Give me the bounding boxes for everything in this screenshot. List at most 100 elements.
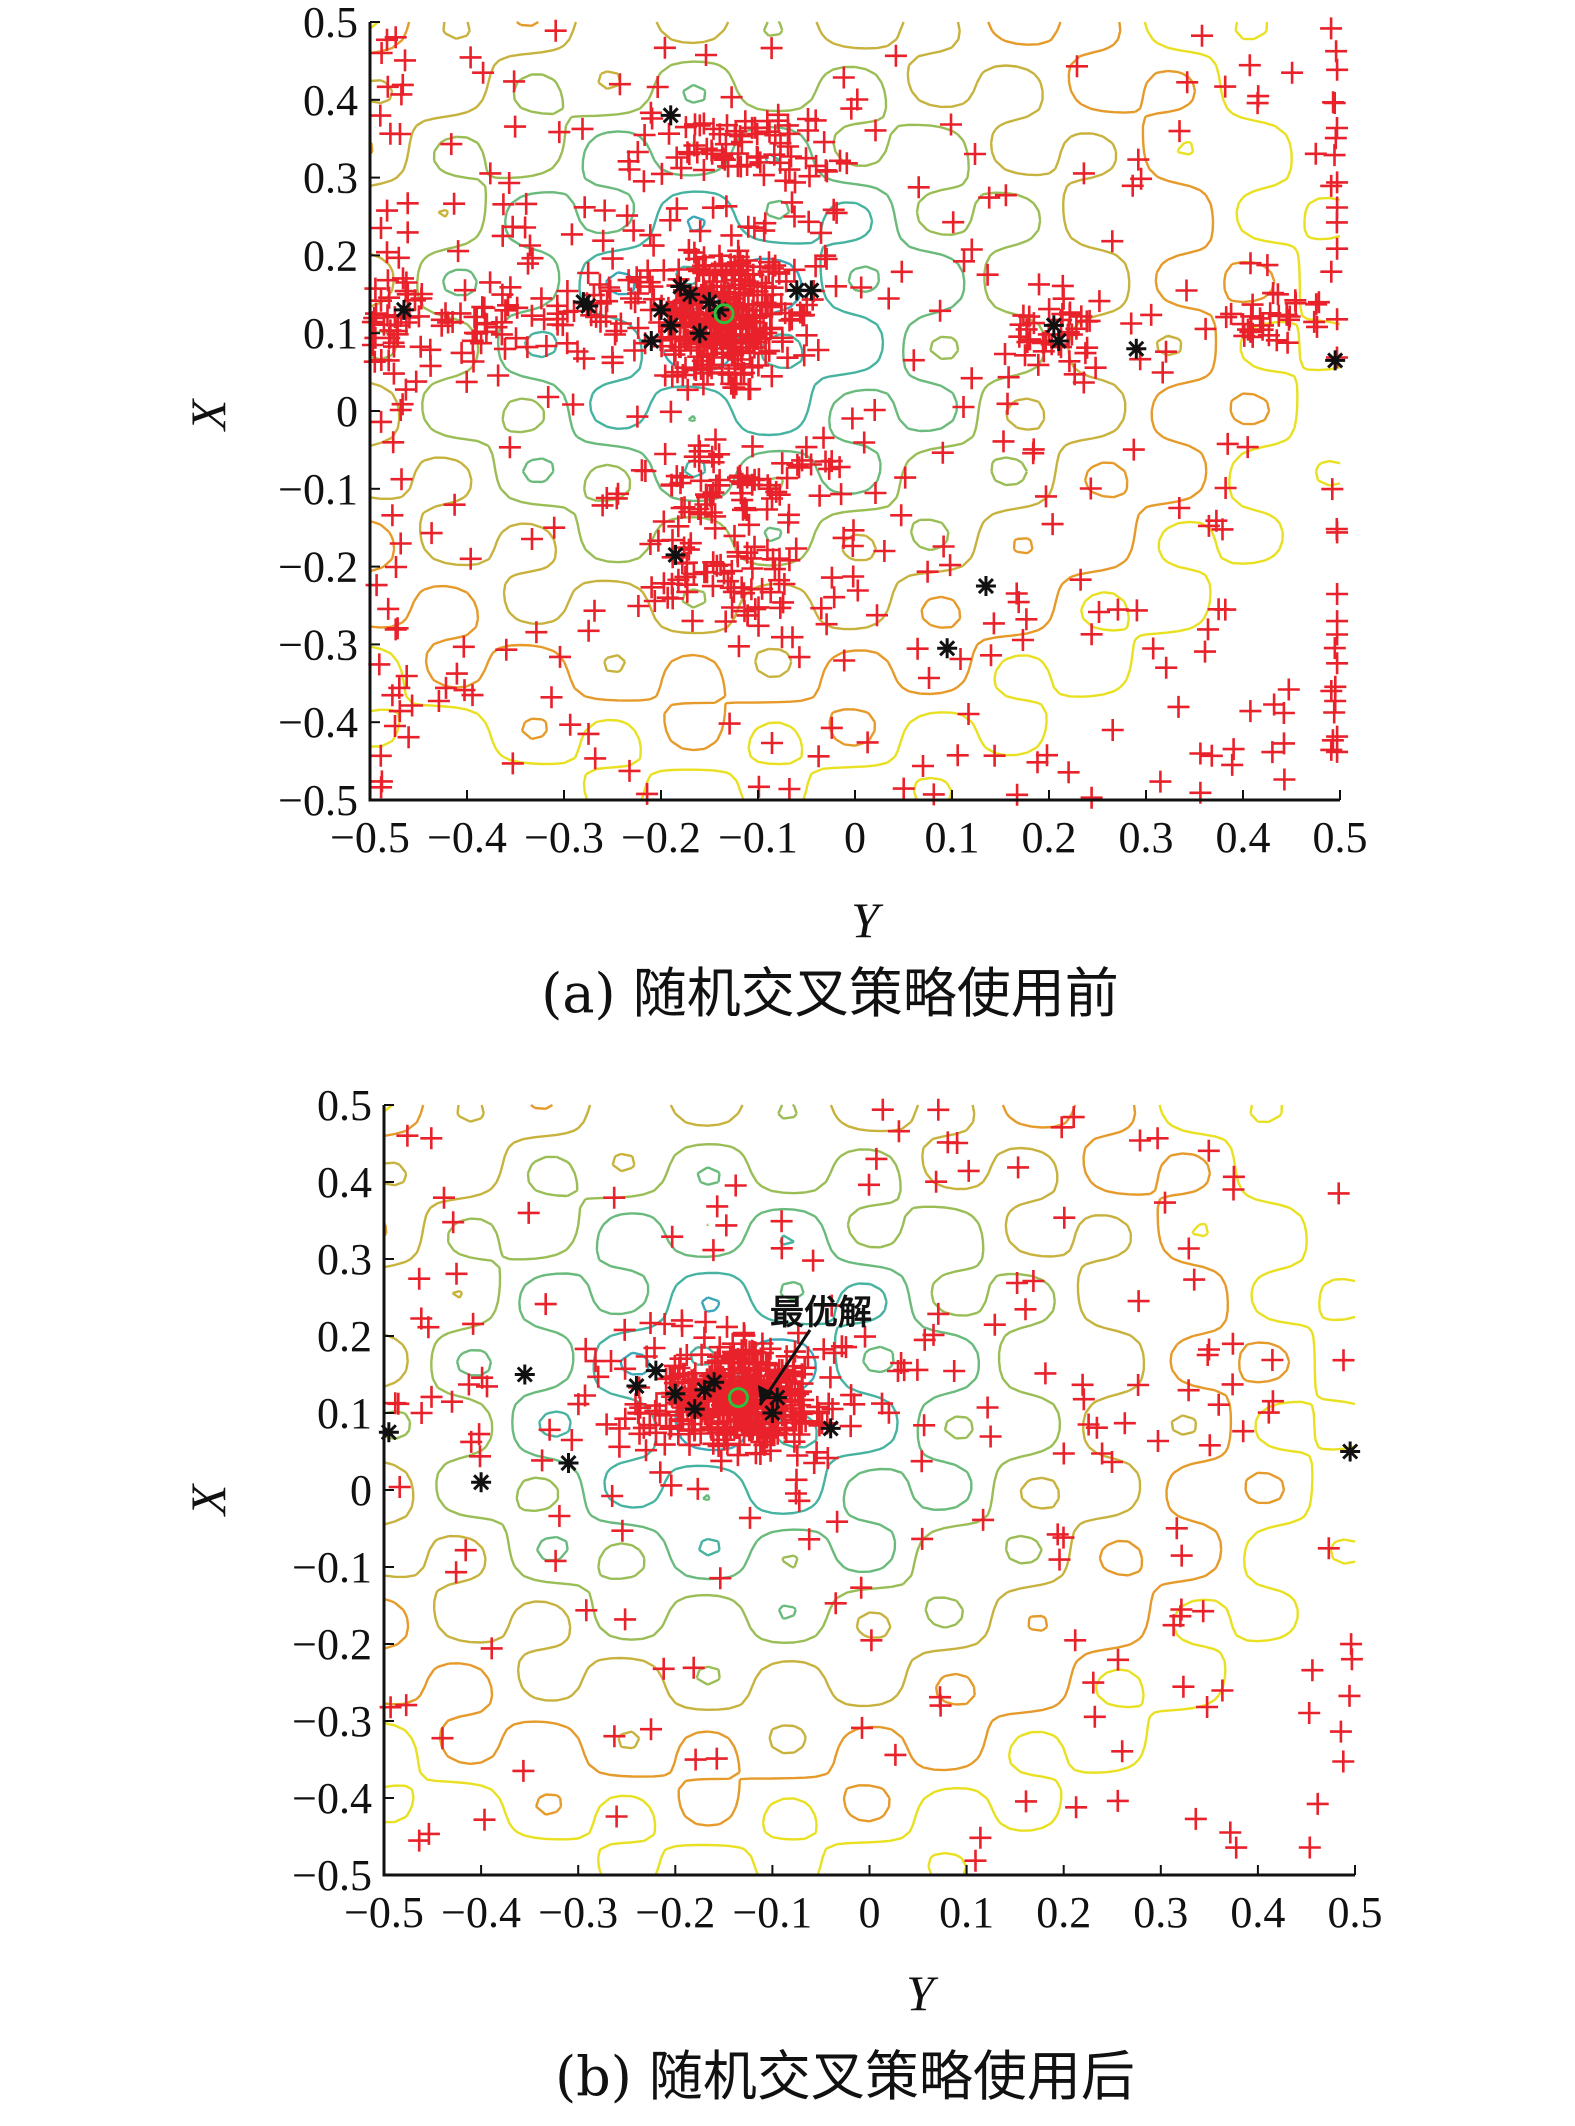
elite-marker [665,1383,686,1404]
x-tick-label: −0.1 [718,813,798,862]
x-tick-label: −0.4 [427,813,507,862]
elite-marker [689,323,710,344]
contour-level-4 [441,83,966,543]
elite-marker [670,276,691,297]
elite-marker [645,1360,666,1381]
contour-level-8 [383,1104,1356,1876]
x-tick-label: −0.2 [621,813,701,862]
elite-marker [801,280,822,301]
elite-marker [665,544,686,565]
axes-a: −0.5 −0.4 −0.3 −0.2 −0.1 0 0.1 0.2 0.3 0.4 0.5 0.5 0… [278,0,1367,862]
elite-marker [937,638,958,659]
x-axis-label-a: Y [851,892,884,948]
elite-marker [1325,350,1346,371]
x-tick-label: 0.1 [925,813,980,862]
elite-marker [786,280,807,301]
elite-marker [626,1376,647,1397]
elite-marker [1340,1441,1361,1462]
contour-background-a [369,20,1341,801]
elite-marker [641,330,662,351]
x-tick-label: 0.3 [1133,1888,1188,1937]
y-tick-label: 0.3 [317,1235,372,1284]
elite-marker [820,1418,841,1439]
contour-level-4 [455,1166,981,1620]
contour-level-6 [383,1104,1198,1755]
population-markers [379,1098,1363,1872]
x-tick-label: −0.5 [344,1888,424,1937]
y-tick-label: −0.2 [278,543,358,592]
y-tick-label: −0.3 [278,620,358,669]
panel-a: −0.5 −0.4 −0.3 −0.2 −0.1 0 0.1 0.2 0.3 0.4 0.5 0.5 0… [180,0,1368,1025]
elite-marker [694,1379,715,1400]
y-tick-label: 0.3 [303,154,358,203]
elite-marker [680,284,701,305]
x-tick-label: −0.2 [635,1888,715,1937]
axis-lines [368,22,1340,802]
elite-marker [378,1422,399,1443]
y-tick-label: 0.2 [303,231,358,280]
x-tick-label: 0.4 [1216,813,1271,862]
y-tick-label: 0.1 [317,1389,372,1438]
optimum-marker [727,1387,749,1409]
elite-marker [767,1387,788,1408]
elite-marker [684,1399,705,1420]
x-tick-label: −0.4 [441,1888,521,1937]
annotation-arrowhead [758,1385,774,1405]
y-tick-label: −0.2 [292,1620,372,1669]
y-tick-label: 0 [336,387,358,436]
x-tick-label: −0.3 [524,813,604,862]
caption-a: (a) 随机交叉策略使用前 [541,962,1119,1025]
y-tick-label: 0.5 [303,0,358,47]
y-tick-label: −0.5 [292,1851,372,1900]
x-tick-label: −0.5 [330,813,410,862]
x-tick-label: 0.3 [1119,813,1174,862]
elite-marker [514,1364,535,1385]
axes-b: −0.5 −0.4 −0.3 −0.2 −0.1 0 0.1 0.2 0.3 0.4 0.5 0.5 0… [292,1081,1382,1937]
population-series-b [379,1098,1363,1872]
y-tick-label: 0.5 [317,1081,372,1130]
population-markers [361,17,1349,809]
y-tick-label: −0.4 [278,698,358,747]
x-tick-label: 0.5 [1328,1888,1383,1937]
elite-marker [558,1453,579,1474]
x-tick-label: 0.1 [939,1888,994,1937]
y-tick-label: −0.1 [278,465,358,514]
x-tick-label: 0 [844,813,866,862]
x-tick-label: 0.2 [1036,1888,1091,1937]
y-tick-label: 0.1 [303,309,358,358]
elite-marker [471,1472,492,1493]
caption-b: (b) 随机交叉策略使用后 [555,2045,1135,2108]
elite-marker [660,105,681,126]
y-tick-label: 0.4 [303,76,358,125]
y-tick-label: −0.3 [292,1697,372,1746]
annotation-text: 最优解 [770,1293,872,1333]
contour-background-b [383,1103,1356,1876]
population-series-a [361,17,1349,809]
elite-series-a [393,105,1346,659]
panel-b: −0.5 −0.4 −0.3 −0.2 −0.1 0 0.1 0.2 0.3 0.4 0.5 0.5 0… [180,1081,1383,2108]
x-tick-label: 0.4 [1230,1888,1285,1937]
elite-marker [1043,315,1064,336]
elite-marker [1048,330,1069,351]
elite-marker [709,299,730,320]
optimum-annotation: 最优解 [758,1293,872,1406]
elite-series-b [378,1360,1361,1493]
elite-marker [975,576,996,597]
elite-marker [762,1403,783,1423]
elite-marker [393,299,414,320]
x-tick-label: 0 [859,1888,881,1937]
elite-marker [660,315,681,336]
x-axis-label-b: Y [906,1965,939,2021]
contour-level-8 [369,21,1341,801]
y-axis-label-a: X [180,397,236,432]
x-tick-label: 0.5 [1313,813,1368,862]
x-tick-label: 0.2 [1022,813,1077,862]
y-tick-label: 0.2 [317,1312,372,1361]
x-tick-label: −0.1 [732,1888,812,1937]
y-tick-label: −0.5 [278,776,358,825]
optimum-marker [713,303,735,325]
elite-marker [704,1372,725,1393]
x-tick-label: −0.3 [538,1888,618,1937]
elite-marker [651,299,671,320]
